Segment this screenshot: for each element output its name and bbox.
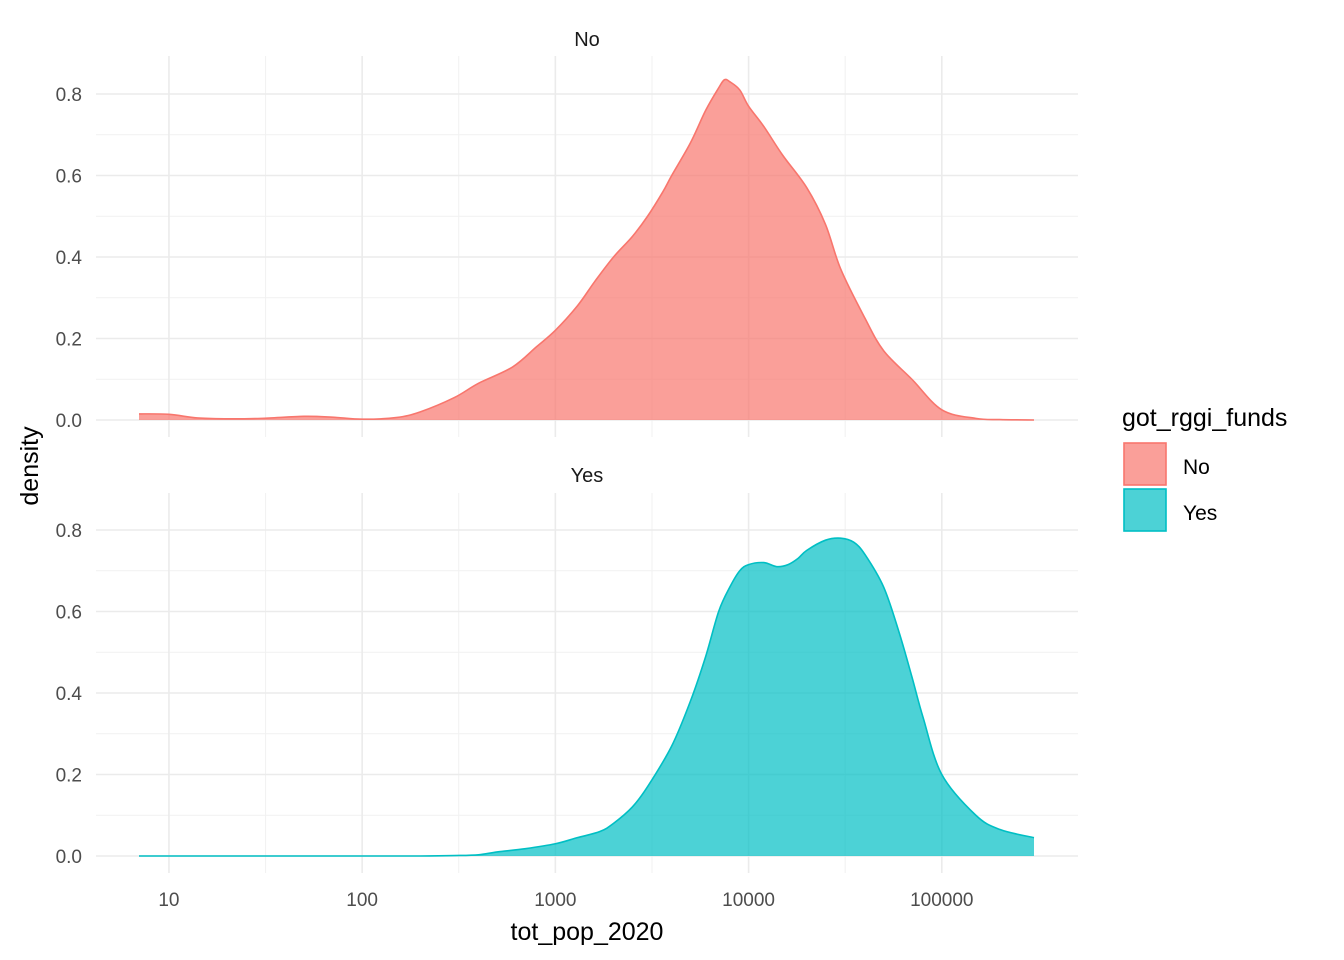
y-tick-label: 0.6 [56,167,82,188]
strip-label-no: No [574,29,600,51]
x-tick-label: 10 [158,890,179,911]
y-tick-labels-yes: 0.0 0.2 0.4 0.6 0.8 [56,521,83,868]
y-tick-label: 0.2 [56,330,82,351]
y-tick-label: 0.2 [56,766,82,787]
x-tick-label: 10000 [722,890,775,911]
y-tick-labels-no: 0.0 0.2 0.4 0.6 0.8 [56,85,83,432]
panel-no: 0.0 0.2 0.4 0.6 0.8 No [56,29,1078,437]
density-area-yes [139,538,1034,856]
legend-title: got_rggi_funds [1122,404,1287,432]
y-tick-label: 0.4 [56,684,83,705]
legend-label-no: No [1183,456,1210,479]
y-axis-title: density [16,426,44,506]
density-layer-yes [139,537,1035,857]
x-tick-label: 100 [346,890,378,911]
y-tick-label: 0.8 [56,85,82,106]
strip-label-yes: Yes [571,465,604,487]
y-tick-label: 0.0 [56,847,82,868]
y-tick-label: 0.4 [56,248,83,269]
legend-key-yes [1123,488,1167,532]
legend-key-no [1123,442,1167,486]
density-line-no [138,78,1035,421]
density-line-yes [139,537,1035,857]
density-layer-no [138,78,1035,421]
x-axis-title: tot_pop_2020 [511,918,664,946]
grid-minor-no [96,56,1078,437]
x-tick-labels: 10 100 1000 10000 100000 [158,890,973,911]
x-tick-label: 100000 [910,890,973,911]
panel-yes: 0.0 0.2 0.4 0.6 0.8 Yes [56,465,1078,873]
y-tick-label: 0.0 [56,411,82,432]
y-tick-label: 0.6 [56,603,82,624]
legend-label-yes: Yes [1183,502,1217,525]
x-tick-label: 1000 [534,890,576,911]
density-area-no [139,79,1034,420]
legend: got_rggi_funds No Yes [1122,404,1287,532]
y-tick-label: 0.8 [56,521,82,542]
